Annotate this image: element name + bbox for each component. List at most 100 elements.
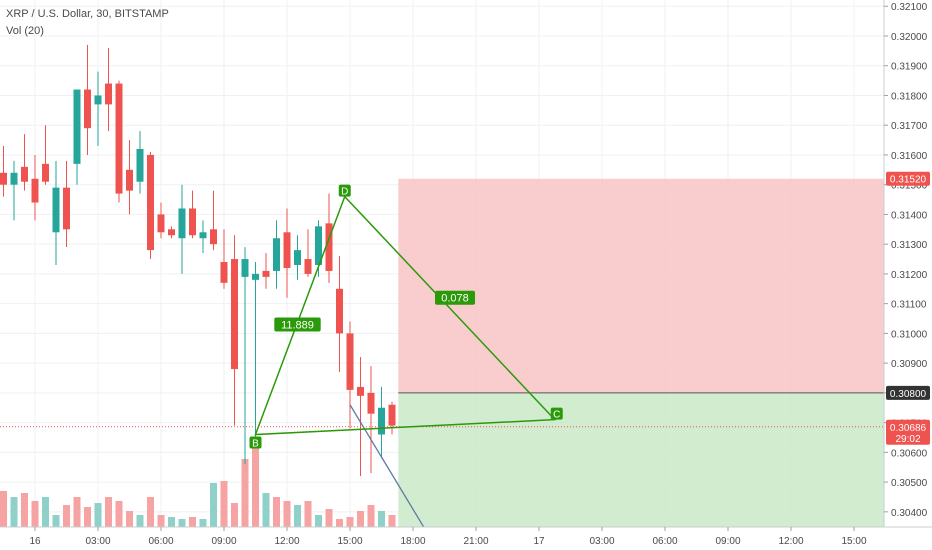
- volume-bar: [199, 519, 207, 527]
- symbol-label[interactable]: XRP / U.S. Dollar, 30, BITSTAMP: [6, 8, 169, 20]
- candle-body: [283, 232, 291, 268]
- price-label-box: [886, 430, 930, 445]
- volume-bar: [378, 511, 385, 527]
- volume-bar: [252, 441, 259, 527]
- time-axis-label: 09:00: [211, 536, 236, 547]
- volume-bar: [231, 503, 238, 527]
- time-axis-label: 06:00: [148, 536, 173, 547]
- candle-body: [199, 232, 207, 239]
- volume-bar: [63, 505, 70, 527]
- price-axis-label: 0.31600: [891, 151, 928, 162]
- trend-line: [349, 404, 425, 528]
- volume-bar: [136, 515, 144, 527]
- candle-body: [336, 288, 343, 334]
- pattern-ratio-label: 0.078: [441, 293, 469, 305]
- price-axis-label: 0.31300: [891, 240, 928, 251]
- candle-body: [94, 95, 102, 105]
- price-axis-label: 0.31000: [891, 329, 928, 340]
- price-axis-label: 0.31100: [891, 300, 927, 311]
- volume-bar: [325, 509, 333, 527]
- time-axis-label: 16: [29, 536, 41, 547]
- target-zone: [398, 392, 884, 527]
- volume-bar: [315, 515, 322, 527]
- time-axis-label: 06:00: [652, 536, 677, 547]
- volume-bar: [388, 515, 396, 527]
- candle-body: [178, 208, 186, 239]
- volume-bar: [241, 459, 249, 527]
- price-axis-label: 0.30900: [891, 359, 928, 370]
- volume-bar: [105, 497, 112, 527]
- candle-body: [262, 270, 270, 277]
- volume-bar: [10, 497, 18, 527]
- volume-bar: [336, 519, 343, 527]
- volume-bar: [210, 483, 217, 527]
- price-axis-label: 0.31900: [891, 62, 928, 73]
- candle-body: [31, 178, 39, 203]
- price-axis-label: 0.32000: [891, 32, 928, 43]
- volume-bar: [262, 493, 270, 527]
- candle-body: [273, 238, 280, 271]
- time-axis-label: 03:00: [85, 536, 110, 547]
- pattern-point-marker: [338, 184, 351, 197]
- candle-body: [388, 404, 396, 426]
- candle-body: [52, 187, 60, 233]
- volume-bar: [52, 515, 60, 527]
- volume-bar: [178, 519, 186, 527]
- candle-body: [115, 83, 123, 194]
- candle-body: [210, 229, 217, 245]
- price-axis-label: 0.30400: [891, 508, 928, 519]
- price-axis-label: 0.31800: [891, 91, 928, 102]
- volume-bar: [168, 517, 175, 527]
- price-axis-background: [884, 0, 932, 550]
- price-label-box: [886, 385, 930, 400]
- volume-bar: [220, 481, 228, 527]
- stop-loss-zone: [398, 178, 884, 393]
- candle-body: [73, 89, 81, 164]
- pattern-point-label: D: [341, 187, 348, 198]
- volume-bar: [304, 501, 312, 527]
- pattern-point-label: B: [252, 439, 259, 450]
- volume-indicator-label[interactable]: Vol (20): [6, 25, 44, 37]
- pattern-triangle: [254, 195, 557, 436]
- candle-body: [84, 89, 91, 129]
- price-label-text: 0.30686: [890, 423, 927, 434]
- volume-bar: [31, 501, 39, 527]
- candle-body: [168, 229, 175, 236]
- candle-body: [63, 187, 70, 230]
- candle-body: [357, 386, 364, 396]
- pattern-point-marker: [550, 407, 563, 420]
- pattern-ratio-box: [435, 290, 475, 305]
- time-axis-label: 12:00: [274, 536, 299, 547]
- candle-body: [378, 407, 385, 435]
- candle-body: [241, 259, 249, 277]
- time-axis-label: 17: [533, 536, 545, 547]
- volume-bar: [0, 491, 7, 527]
- volume-bar: [189, 517, 196, 527]
- price-axis-label: 0.32100: [891, 2, 928, 13]
- time-axis-label: 12:00: [778, 536, 803, 547]
- time-axis-label: 15:00: [337, 536, 362, 547]
- volume-bar: [42, 497, 49, 527]
- candle-body: [157, 214, 165, 233]
- volume-bar: [346, 517, 354, 527]
- candle-body: [10, 172, 18, 185]
- time-axis-label: 15:00: [841, 536, 866, 547]
- candle-body: [252, 273, 259, 280]
- candle-body: [304, 259, 312, 274]
- price-label-box: [886, 419, 930, 434]
- volume-bar: [94, 503, 102, 527]
- pattern-point-marker: [249, 436, 262, 449]
- candle-body: [367, 392, 375, 414]
- chart-legend: XRP / U.S. Dollar, 30, BITSTAMP Vol (20): [6, 6, 169, 40]
- candle-body: [346, 333, 354, 390]
- candle-body: [231, 259, 238, 370]
- candle-body: [42, 163, 49, 182]
- time-axis-label: 18:00: [400, 536, 425, 547]
- volume-bar: [294, 505, 301, 527]
- time-axis-label: 21:00: [463, 536, 488, 547]
- volume-bar: [157, 515, 165, 527]
- candle-body: [189, 208, 196, 236]
- volume-bar: [115, 501, 123, 527]
